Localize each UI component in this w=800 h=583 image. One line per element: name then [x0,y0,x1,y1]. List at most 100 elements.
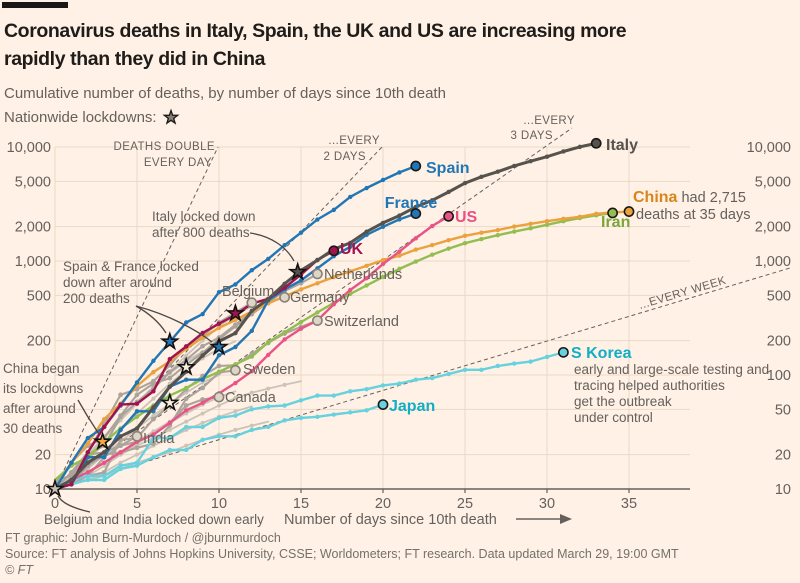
other-country-marker [233,395,238,400]
series-france-marker [118,427,123,433]
series-uk-marker [216,321,222,326]
series-canada-endpoint [213,391,225,403]
series-us-marker [331,302,336,307]
series-skorea-marker [544,354,550,360]
series-china-marker [561,216,566,222]
series-japan-marker [331,412,336,417]
lockdown-star-other-1 [159,392,180,412]
series-spain-marker [233,282,238,287]
series-label-us: US [455,209,478,226]
series-japan-marker [249,427,254,433]
series-china-endpoint [623,206,635,217]
series-china-marker [233,317,238,323]
series-skorea-marker [397,381,402,386]
lockdown-star-italy [287,261,308,281]
series-china-marker [216,325,222,331]
series-sweden-marker [151,441,156,447]
x-tick-label: 10 [211,496,227,512]
series-italy-marker [348,240,353,246]
series-label-spain: Spain [426,160,470,177]
series-china-marker [331,274,336,280]
other-country-marker [135,452,139,457]
series-skorea-marker [118,463,123,468]
annotation-skorea-note: under control [574,410,653,425]
series-japan-marker [200,437,205,443]
series-china-marker [528,221,533,227]
series-label-netherlands: Netherlands [324,267,402,283]
series-sweden-marker [134,445,140,451]
series-italy-marker [134,426,140,431]
series-iran-marker [462,240,468,246]
series-france-marker [184,377,189,382]
series-uk-marker [102,424,107,430]
series-us-marker [184,408,189,413]
series-france-marker [233,344,238,350]
other-country-marker [233,409,238,414]
credit-line: FT graphic: John Burn-Murdoch / @jburnmu… [5,531,281,545]
series-italy-marker [577,144,582,150]
annotation-connector-spain-france-lockdown [135,305,213,343]
series-label-skorea: S Korea [571,345,632,362]
series-iran-marker [413,259,418,264]
series-spain-marker [69,460,74,465]
series-china-marker [151,369,156,375]
other-country-marker [249,390,254,395]
series-switzerland-marker [151,416,156,422]
series-sweden-marker [183,396,189,402]
series-skorea-marker [151,435,156,441]
annotation-italy-lockdown: after 800 deaths [152,225,250,240]
series-uk-marker [151,389,156,394]
series-us-marker [118,450,123,455]
series-netherlands-marker [167,369,173,375]
reference-label-double-2days: 2 DAYS [324,151,366,163]
series-skorea-marker [331,393,336,398]
series-skorea-marker [200,424,205,430]
lockdown-stars [44,261,308,498]
y-tick-label-right: 10,000 [747,140,791,156]
series-iran-marker [544,222,550,228]
reference-label-double-3days: ...EVERY [523,115,575,127]
series-japan-marker [151,455,156,460]
y-tick-label-left: 20 [35,448,51,464]
series-iran-marker [479,236,484,242]
series-france-marker [216,353,222,358]
series-iran-marker [216,369,222,374]
series-iran-marker [249,354,254,359]
series-france-marker [249,328,254,334]
series-iran-marker [266,339,271,345]
series-us-marker [233,380,238,386]
series-italy-endpoint [590,137,602,149]
series-iran-marker [134,414,140,419]
series-china-marker [479,230,484,235]
series-spain-marker [266,256,271,262]
reference-line-double-1day [54,146,219,490]
annotation-china-lockdown: after around [3,401,76,416]
series-spain-marker [85,435,91,441]
copyright: © FT [5,563,33,577]
series-italy-marker [85,460,91,465]
series-japan-marker [216,434,222,439]
lockdown-star-belgium-india [44,478,66,498]
y-tick-label-right: 500 [767,288,791,304]
series-china-marker [544,218,550,224]
series-china-marker [512,224,517,229]
series-lines [53,137,635,491]
other-country-marker [200,420,205,425]
series-switzerland-marker [216,363,222,369]
series-china-marker [446,237,451,243]
series-label-france: France [385,195,438,212]
series-us-marker [102,460,107,465]
series-iran-marker [364,283,369,288]
other-country-marker [151,413,156,418]
x-axis-title: Number of days since 10th death [284,512,497,528]
series-skorea-marker [85,473,91,479]
series-switzerland-endpoint [311,315,323,327]
series-japan-marker [266,424,271,430]
series-skorea-marker [233,413,238,418]
reference-label-double-week: ...EVERY WEEK [637,275,727,312]
series-china-marker [577,214,582,219]
series-japan-marker [118,466,123,472]
series-spain-marker [151,358,156,364]
